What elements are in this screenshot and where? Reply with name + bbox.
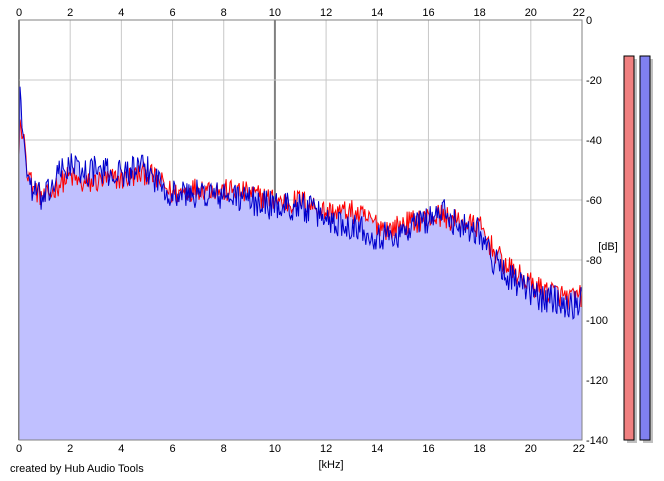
x-tick-label-bottom: 4	[118, 443, 124, 455]
series-layer	[18, 86, 583, 320]
x-tick-label-top: 12	[320, 7, 332, 19]
y-tick-label: -20	[586, 75, 602, 87]
y-tick-label: -40	[586, 135, 602, 147]
axes-layer: 002244668810101212141416161818202022220-…	[16, 7, 608, 455]
x-tick-label-bottom: 0	[16, 443, 22, 455]
x-tick-label-bottom: 2	[67, 443, 73, 455]
y-tick-label: -140	[586, 435, 608, 447]
credit-text: created by Hub Audio Tools	[10, 463, 144, 475]
x-tick-label-top: 0	[16, 7, 22, 19]
level-meter-right	[639, 55, 651, 441]
y-axis-label: [dB]	[598, 241, 618, 253]
x-tick-label-bottom: 14	[371, 443, 383, 455]
y-tick-label: -60	[586, 195, 602, 207]
x-tick-label-bottom: 20	[525, 443, 537, 455]
x-tick-label-bottom: 18	[474, 443, 486, 455]
x-axis-label: [kHz]	[318, 459, 343, 471]
plot-frame	[18, 19, 583, 441]
y-tick-label: -120	[586, 375, 608, 387]
x-tick-label-bottom: 8	[221, 443, 227, 455]
x-tick-label-bottom: 6	[169, 443, 175, 455]
y-tick-label: 0	[586, 15, 592, 27]
x-tick-label-top: 18	[474, 7, 486, 19]
x-tick-label-bottom: 12	[320, 443, 332, 455]
y-tick-label: -100	[586, 315, 608, 327]
series-line-right	[18, 86, 583, 320]
x-tick-label-bottom: 22	[573, 443, 585, 455]
x-tick-label-top: 8	[221, 7, 227, 19]
x-tick-label-top: 2	[67, 7, 73, 19]
x-tick-label-top: 14	[371, 7, 383, 19]
x-tick-label-top: 6	[169, 7, 175, 19]
x-tick-label-top: 20	[525, 7, 537, 19]
y-tick-label: -80	[586, 255, 602, 267]
x-tick-label-top: 22	[573, 7, 585, 19]
x-tick-label-top: 16	[422, 7, 434, 19]
level-meter-panel	[623, 55, 653, 443]
x-tick-label-bottom: 10	[269, 443, 281, 455]
x-tick-label-top: 10	[269, 7, 281, 19]
x-tick-label-bottom: 16	[422, 443, 434, 455]
level-meter-left	[623, 55, 635, 441]
x-tick-label-top: 4	[118, 7, 124, 19]
